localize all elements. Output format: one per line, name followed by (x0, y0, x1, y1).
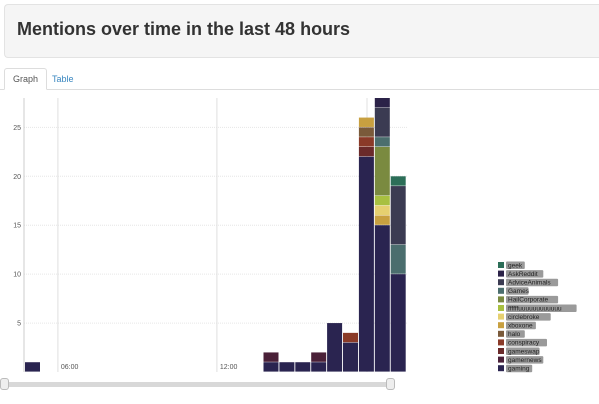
time-tick-label: 12:00 (220, 364, 238, 371)
legend-label-bg (506, 270, 544, 278)
legend-swatch (498, 313, 504, 320)
legend-label: AdviceAnimals (508, 280, 551, 287)
mentions-chart: 5 10 15 20 25 06:00 12:00 geek AskReddit AdviceA… (13, 98, 577, 373)
bar-segment-halo (358, 127, 374, 137)
bar-segment-conspiracy (358, 137, 374, 147)
y-tick-label: 15 (13, 223, 21, 230)
legend-swatch (498, 365, 504, 372)
bar-segment-adviceanimals (390, 186, 406, 245)
bar-segment-hailcorporate (374, 146, 390, 196)
legend-swatch (498, 287, 504, 294)
legend-swatch (498, 322, 504, 329)
bar-segment-gaming (311, 362, 327, 372)
bar-segment-gaming (343, 342, 358, 372)
chart-bars (25, 98, 406, 372)
legend-swatch (498, 270, 504, 277)
bar-segment-conspiracy (343, 332, 358, 343)
legend-label: halo (508, 331, 521, 338)
legend-swatch (498, 330, 504, 337)
legend-label-bg (506, 295, 559, 304)
legend-label-bg (506, 278, 559, 287)
chart-grid (24, 98, 408, 372)
range-selector-right-handle[interactable] (386, 378, 395, 390)
bar-segment-gamernews (311, 352, 327, 362)
legend-label: gaming (508, 366, 530, 373)
bar-segment-gaming (25, 362, 40, 372)
bar-segment-xboxone (358, 117, 374, 127)
bar-segment-ffffffuuuuuuuuuuuu (374, 195, 390, 206)
bar-segment-xboxone (374, 215, 390, 225)
legend-label: xboxone (508, 323, 533, 330)
range-selector[interactable] (0, 378, 395, 390)
bar-segment-gaming (279, 362, 295, 372)
legend-swatch (498, 339, 504, 346)
legend-swatch (498, 279, 504, 286)
bar-segment-gameswap (358, 146, 374, 157)
bar-segment-gaming (374, 225, 390, 372)
bar-segment-geek (390, 176, 406, 186)
legend-label: HailCorporate (508, 297, 548, 304)
bar-segment-askreddit (374, 98, 390, 108)
range-selector-left-handle[interactable] (0, 378, 9, 390)
legend-label-bg (506, 321, 536, 330)
tab-graph[interactable]: Graph (4, 68, 48, 90)
legend-label-bg (506, 356, 544, 364)
legend-label-bg (506, 287, 529, 295)
legend-label-bg (506, 330, 525, 338)
y-tick-label: 20 (13, 174, 21, 181)
bar-segment-games (390, 244, 406, 274)
legend-label-bg (506, 261, 525, 269)
legend-swatch (498, 296, 504, 303)
legend-label-bg (506, 313, 551, 321)
y-tick-label: 25 (13, 125, 21, 132)
tab-table[interactable]: Table (52, 74, 74, 84)
legend-label: ffffffuuuuuuuuuuuu (508, 305, 562, 312)
legend-label-bg (506, 338, 547, 347)
legend-swatch (498, 305, 504, 311)
bar-segment-gaming (358, 156, 374, 372)
legend-swatch (498, 262, 504, 268)
bar-segment-games (374, 137, 390, 147)
legend-label-bg (506, 347, 540, 355)
tab-strip: Graph Table (0, 68, 599, 90)
bar-segment-gaming (295, 362, 311, 372)
legend-label: circlebroke (508, 314, 540, 321)
bar-segment-gaming (263, 362, 279, 372)
legend-label: conspiracy (508, 340, 540, 347)
y-tick-label: 5 (17, 321, 21, 328)
bar-segment-gaming (390, 274, 406, 372)
legend-label: geek (508, 262, 523, 269)
legend-label: gamernews (508, 357, 542, 364)
bar-segment-adviceanimals (374, 107, 390, 137)
legend-label-bg (506, 364, 533, 373)
legend-swatch (498, 348, 504, 354)
chart-axis: 5 10 15 20 25 06:00 12:00 (13, 98, 238, 372)
legend-label: Games (508, 288, 530, 295)
y-tick-label: 10 (13, 272, 21, 279)
bar-segment-gaming (327, 323, 343, 372)
page-header: Mentions over time in the last 48 hours (4, 4, 599, 58)
bar-segment-circlebroke (374, 205, 390, 216)
range-selector-track[interactable] (4, 382, 391, 387)
legend-label-bg (506, 304, 577, 312)
time-tick-label: 06:00 (61, 364, 79, 371)
page-title: Mentions over time in the last 48 hours (17, 19, 351, 39)
bar-segment-gamernews (263, 352, 279, 362)
legend-label: AskReddit (508, 271, 538, 278)
legend-label: gameswap (508, 348, 540, 355)
legend-swatch (498, 356, 504, 363)
